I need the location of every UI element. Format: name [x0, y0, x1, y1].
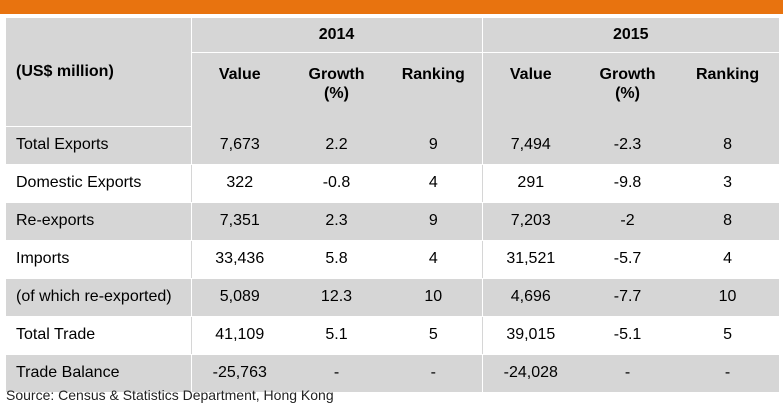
- table-cell: 2.3: [288, 202, 385, 241]
- table-cell: 39,015: [482, 316, 580, 355]
- table-cell: 4: [676, 240, 780, 279]
- table-cell: 8: [676, 202, 780, 241]
- table-cell: -9.8: [579, 164, 677, 203]
- table-cell: -: [385, 354, 483, 393]
- col-header-growth: Growth (%): [288, 52, 385, 126]
- table-row: Total Trade 41,109 5.1 5 39,015 -5.1 5: [6, 316, 780, 355]
- table-row: Imports 33,436 5.8 4 31,521 -5.7 4: [6, 240, 780, 279]
- table-cell: 4: [385, 240, 483, 279]
- table-cell: 33,436: [191, 240, 288, 279]
- table-cell: 7,673: [191, 126, 288, 165]
- table-cell: -24,028: [482, 354, 580, 393]
- table-cell: -0.8: [288, 164, 385, 203]
- table-cell: -7.7: [579, 278, 677, 317]
- table-cell: -2: [579, 202, 677, 241]
- row-label: Domestic Exports: [6, 164, 192, 203]
- year-header-2015: 2015: [482, 18, 780, 53]
- table-row: Total Exports 7,673 2.2 9 7,494 -2.3 8: [6, 126, 780, 165]
- col-header-value: Value: [191, 52, 288, 126]
- table-cell: 8: [676, 126, 780, 165]
- row-label: Imports: [6, 240, 192, 279]
- col-header-ranking: Ranking: [676, 52, 780, 126]
- source-note: Source: Census & Statistics Department, …: [6, 387, 334, 403]
- table-cell: 10: [385, 278, 483, 317]
- col-header-ranking: Ranking: [385, 52, 483, 126]
- table-cell: -25,763: [191, 354, 288, 393]
- table-cell: -: [579, 354, 677, 393]
- table-cell: -5.1: [579, 316, 677, 355]
- table-row: Domestic Exports 322 -0.8 4 291 -9.8 3: [6, 164, 780, 203]
- table-cell: 12.3: [288, 278, 385, 317]
- table-cell: 7,203: [482, 202, 580, 241]
- table-row: (of which re-exported) 5,089 12.3 10 4,696 -7…: [6, 278, 780, 317]
- table-cell: -: [288, 354, 385, 393]
- row-label: (of which re-exported): [6, 278, 192, 317]
- row-label: Trade Balance: [6, 354, 192, 393]
- row-label: Total Trade: [6, 316, 192, 355]
- table-cell: -5.7: [579, 240, 677, 279]
- col-header-growth: Growth (%): [579, 52, 677, 126]
- table-cell: 5.1: [288, 316, 385, 355]
- year-header-2014: 2014: [191, 18, 483, 53]
- unit-label: (US$ million): [6, 18, 192, 127]
- table-row: Trade Balance -25,763- - -24,028- -: [6, 354, 780, 393]
- table-cell: -2.3: [579, 126, 677, 165]
- table-cell: 7,494: [482, 126, 580, 165]
- table-cell: 9: [385, 126, 483, 165]
- table-cell: 4: [385, 164, 483, 203]
- trade-table: (US$ million) 2014 2015 Value Growth (%)…: [6, 18, 780, 393]
- table-cell: 4,696: [482, 278, 580, 317]
- table-cell: 5.8: [288, 240, 385, 279]
- table-cell: -: [676, 354, 780, 393]
- table-cell: 10: [676, 278, 780, 317]
- table-cell: 2.2: [288, 126, 385, 165]
- table-cell: 5: [676, 316, 780, 355]
- table-cell: 322: [191, 164, 288, 203]
- table-cell: 31,521: [482, 240, 580, 279]
- table-cell: 9: [385, 202, 483, 241]
- table-cell: 5: [385, 316, 483, 355]
- table-cell: 41,109: [191, 316, 288, 355]
- table-cell: 291: [482, 164, 580, 203]
- col-header-value: Value: [482, 52, 580, 126]
- row-label: Total Exports: [6, 126, 192, 165]
- row-label: Re-exports: [6, 202, 192, 241]
- table-cell: 7,351: [191, 202, 288, 241]
- table-cell: 3: [676, 164, 780, 203]
- table-row: Re-exports 7,351 2.3 9 7,203 -2 8: [6, 202, 780, 241]
- top-accent-bar: [0, 0, 783, 14]
- table-cell: 5,089: [191, 278, 288, 317]
